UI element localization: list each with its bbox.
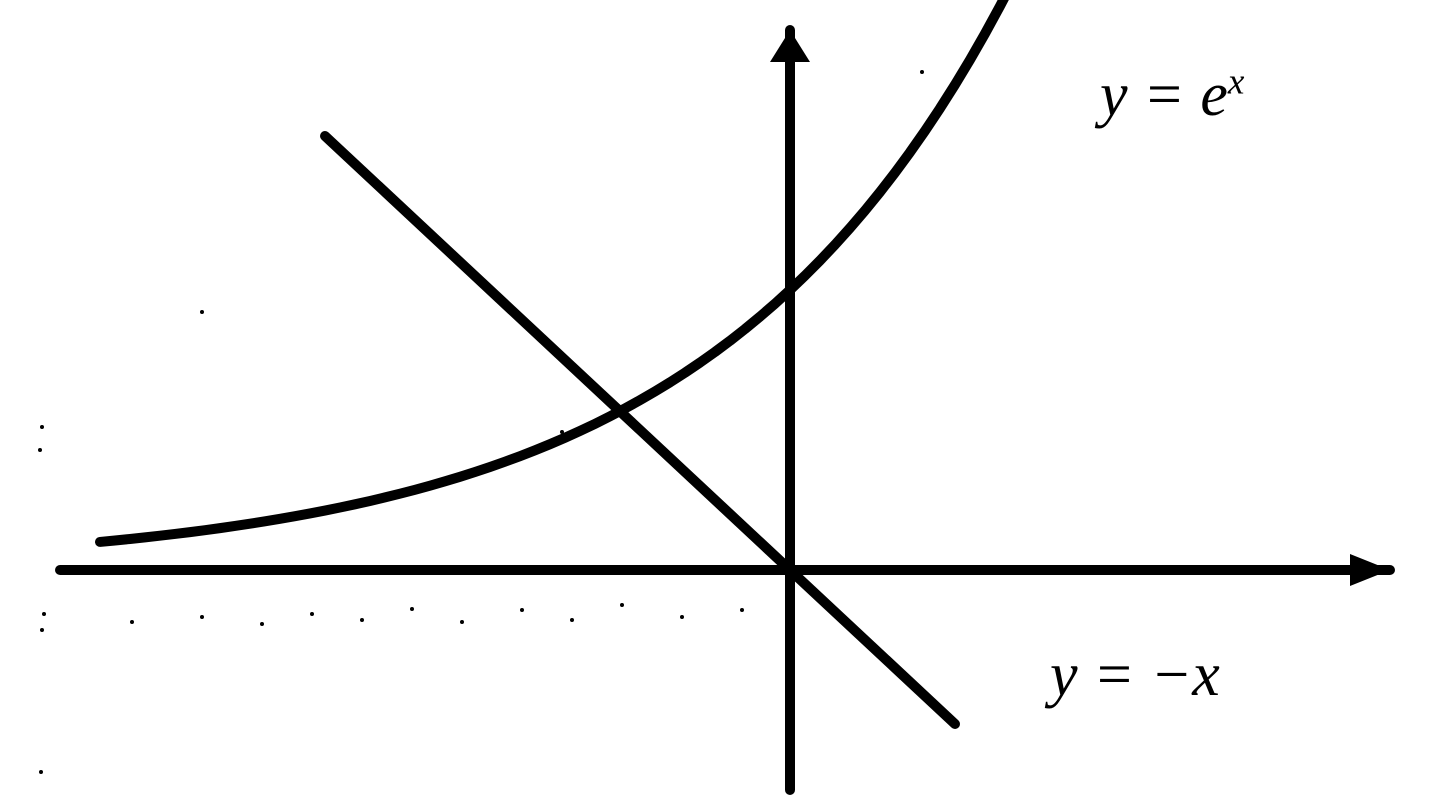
chart-container: y = ex y = −x	[0, 0, 1446, 804]
noise-dot	[620, 603, 624, 607]
noise-dot	[410, 607, 414, 611]
curve-label-exp: y = ex	[1100, 60, 1244, 131]
curve-label-negx: y = −x	[1050, 640, 1220, 711]
noise-dot	[310, 612, 314, 616]
noise-dot	[260, 622, 264, 626]
noise-dot	[740, 608, 744, 612]
noise-dot	[360, 618, 364, 622]
noise-dot	[920, 70, 924, 74]
noise-dot	[200, 615, 204, 619]
noise-dot	[40, 425, 44, 429]
noise-dot	[680, 615, 684, 619]
noise-dot	[42, 612, 46, 616]
noise-dot	[38, 448, 42, 452]
noise-dot	[40, 628, 44, 632]
noise-dot	[460, 620, 464, 624]
noise-dot	[570, 618, 574, 622]
noise-dot	[560, 430, 564, 434]
noise-dot	[200, 310, 204, 314]
noise-dot	[130, 620, 134, 624]
noise-dot	[520, 608, 524, 612]
noise-dot	[39, 770, 43, 774]
